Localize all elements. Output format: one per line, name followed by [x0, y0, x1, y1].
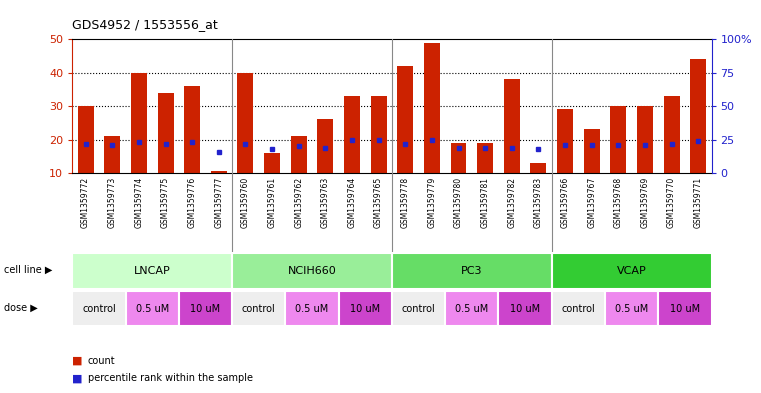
Text: control: control: [242, 303, 275, 314]
Text: GSM1359765: GSM1359765: [374, 177, 383, 228]
Bar: [451, 143, 466, 173]
Text: GSM1359782: GSM1359782: [508, 177, 516, 228]
Text: GSM1359770: GSM1359770: [667, 177, 676, 228]
Text: GSM1359777: GSM1359777: [215, 177, 223, 228]
Text: count: count: [88, 356, 115, 365]
Bar: [126, 291, 179, 326]
Bar: [397, 66, 413, 173]
Text: NCIH660: NCIH660: [288, 266, 336, 276]
Bar: [664, 96, 680, 173]
Text: 10 uM: 10 uM: [670, 303, 700, 314]
Text: GSM1359774: GSM1359774: [135, 177, 143, 228]
Text: percentile rank within the sample: percentile rank within the sample: [88, 373, 253, 383]
Bar: [104, 136, 120, 173]
Text: GSM1359778: GSM1359778: [401, 177, 409, 228]
Text: 0.5 uM: 0.5 uM: [615, 303, 648, 314]
Bar: [72, 291, 126, 326]
Text: PC3: PC3: [461, 266, 482, 276]
Text: LNCAP: LNCAP: [134, 266, 170, 276]
Bar: [530, 163, 546, 173]
Bar: [285, 291, 339, 326]
Bar: [552, 291, 605, 326]
Text: 0.5 uM: 0.5 uM: [455, 303, 489, 314]
Bar: [477, 143, 493, 173]
Bar: [264, 153, 280, 173]
Bar: [232, 291, 285, 326]
Bar: [637, 106, 653, 173]
Bar: [658, 291, 712, 326]
Text: control: control: [82, 303, 116, 314]
Text: ■: ■: [72, 373, 83, 383]
Text: control: control: [402, 303, 435, 314]
Bar: [498, 291, 552, 326]
Bar: [317, 119, 333, 173]
Text: ■: ■: [72, 356, 83, 365]
Text: control: control: [562, 303, 595, 314]
Bar: [78, 106, 94, 173]
Bar: [211, 171, 227, 173]
Text: GSM1359776: GSM1359776: [188, 177, 196, 228]
Text: GSM1359771: GSM1359771: [694, 177, 702, 228]
Bar: [552, 253, 712, 289]
Bar: [131, 73, 147, 173]
Bar: [557, 109, 573, 173]
Bar: [371, 96, 387, 173]
Bar: [392, 291, 445, 326]
Text: GSM1359779: GSM1359779: [428, 177, 436, 228]
Text: GSM1359766: GSM1359766: [561, 177, 569, 228]
Bar: [237, 73, 253, 173]
Text: GSM1359772: GSM1359772: [81, 177, 90, 228]
Text: 0.5 uM: 0.5 uM: [135, 303, 169, 314]
Text: GSM1359767: GSM1359767: [587, 177, 596, 228]
Text: VCAP: VCAP: [616, 266, 647, 276]
Bar: [339, 291, 392, 326]
Bar: [158, 93, 174, 173]
Text: GSM1359763: GSM1359763: [321, 177, 330, 228]
Text: GSM1359775: GSM1359775: [161, 177, 170, 228]
Bar: [291, 136, 307, 173]
Text: GSM1359769: GSM1359769: [641, 177, 649, 228]
Text: GSM1359773: GSM1359773: [108, 177, 116, 228]
Bar: [445, 291, 498, 326]
Text: GSM1359762: GSM1359762: [295, 177, 303, 228]
Bar: [232, 253, 392, 289]
Bar: [392, 253, 552, 289]
Bar: [504, 79, 520, 173]
Text: 10 uM: 10 uM: [350, 303, 380, 314]
Bar: [179, 291, 232, 326]
Bar: [424, 42, 440, 173]
Text: GSM1359781: GSM1359781: [481, 177, 489, 228]
Bar: [605, 291, 658, 326]
Bar: [72, 253, 232, 289]
Text: GSM1359764: GSM1359764: [348, 177, 356, 228]
Text: 10 uM: 10 uM: [510, 303, 540, 314]
Text: GSM1359768: GSM1359768: [614, 177, 622, 228]
Bar: [610, 106, 626, 173]
Text: cell line ▶: cell line ▶: [4, 265, 53, 275]
Text: GSM1359761: GSM1359761: [268, 177, 276, 228]
Text: 10 uM: 10 uM: [190, 303, 221, 314]
Text: GSM1359780: GSM1359780: [454, 177, 463, 228]
Text: dose ▶: dose ▶: [4, 303, 37, 312]
Text: GDS4952 / 1553556_at: GDS4952 / 1553556_at: [72, 18, 218, 31]
Text: GSM1359783: GSM1359783: [534, 177, 543, 228]
Text: 0.5 uM: 0.5 uM: [295, 303, 329, 314]
Bar: [584, 129, 600, 173]
Bar: [690, 59, 706, 173]
Bar: [344, 96, 360, 173]
Bar: [184, 86, 200, 173]
Text: GSM1359760: GSM1359760: [241, 177, 250, 228]
